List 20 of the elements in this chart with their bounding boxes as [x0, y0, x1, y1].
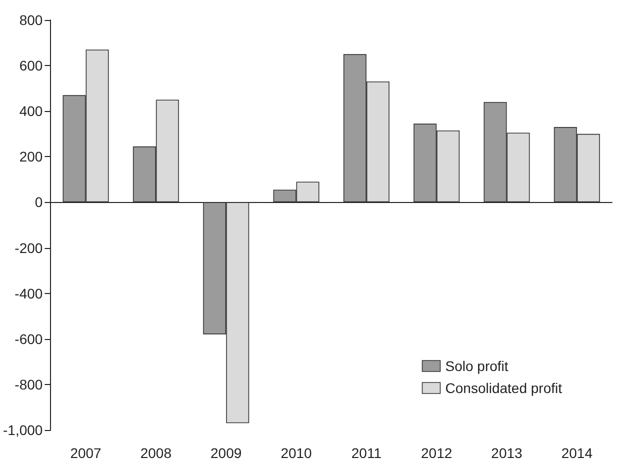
y-tick-label: 800 — [19, 12, 43, 28]
x-tick-label: 2013 — [491, 445, 523, 461]
y-tick-label: -200 — [14, 240, 43, 256]
x-tick-label: 2008 — [140, 445, 172, 461]
y-tick-label: 0 — [34, 194, 43, 210]
x-tick-label: 2009 — [210, 445, 242, 461]
y-tick-label: 200 — [19, 148, 43, 165]
y-tick-label: -600 — [14, 330, 43, 347]
legend-label: Consolidated profit — [445, 380, 562, 396]
y-tick-label: -400 — [14, 285, 43, 302]
y-tick-label: -1,000 — [2, 422, 43, 438]
x-tick-label: 2010 — [280, 445, 312, 461]
y-tick-label: -800 — [14, 376, 43, 392]
x-tick-label: 2007 — [70, 445, 102, 461]
y-tick-label: 400 — [19, 103, 43, 120]
x-tick-label: 2014 — [561, 445, 593, 461]
y-tick-label: 600 — [19, 58, 43, 74]
x-tick-label: 2011 — [351, 445, 382, 461]
x-tick-label: 2012 — [421, 445, 452, 461]
legend-label: Solo profit — [445, 358, 508, 374]
